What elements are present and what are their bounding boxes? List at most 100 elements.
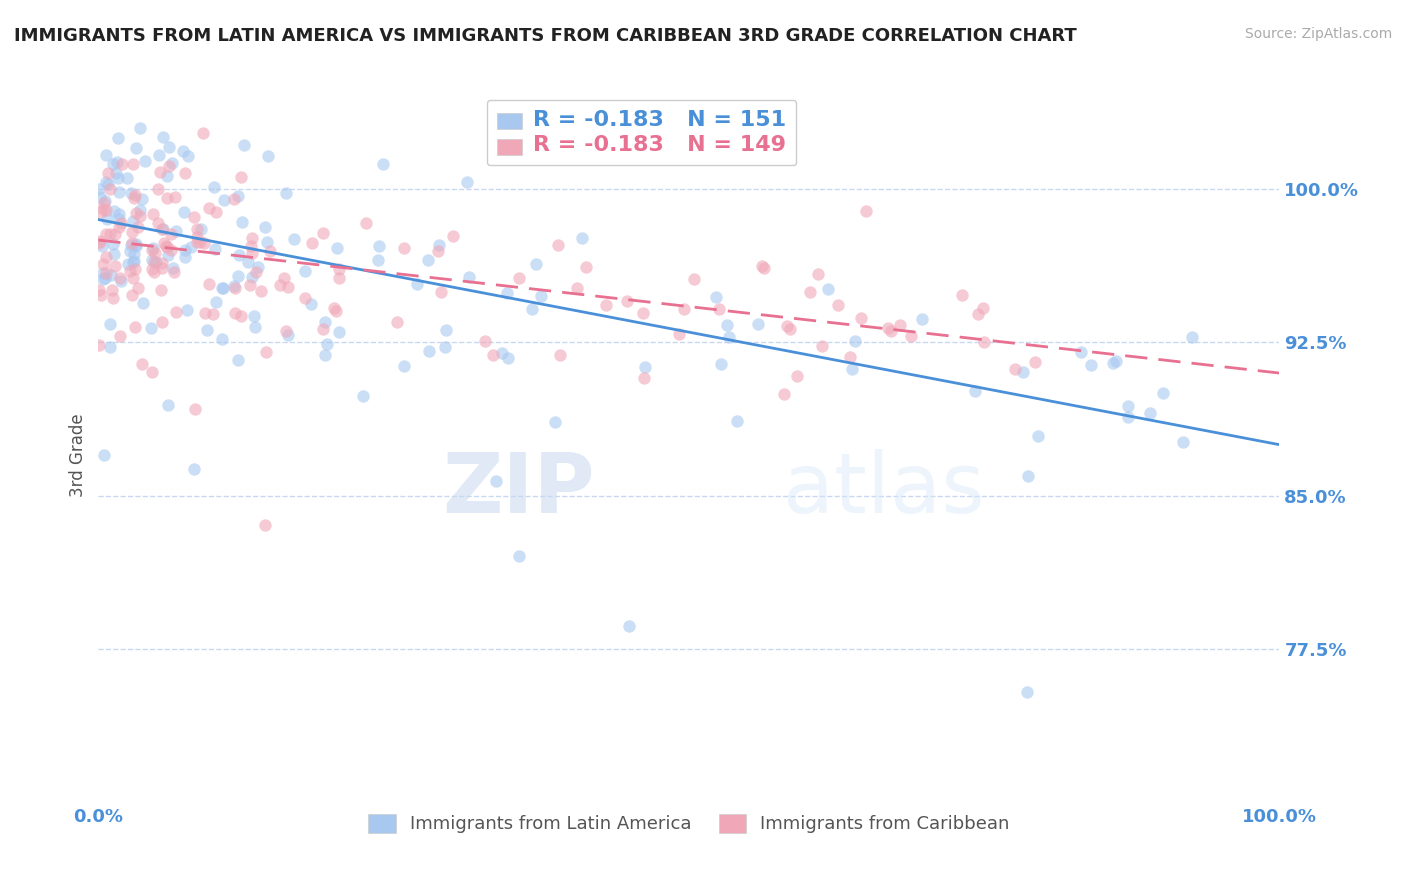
Point bbox=[108, 329, 131, 343]
Point bbox=[367, 253, 389, 268]
Point bbox=[616, 294, 638, 309]
Point bbox=[430, 285, 453, 299]
Point bbox=[193, 126, 215, 140]
Point bbox=[148, 217, 170, 231]
Point bbox=[205, 204, 228, 219]
Point bbox=[441, 229, 464, 244]
Point bbox=[707, 301, 730, 316]
Point bbox=[124, 188, 146, 202]
Point bbox=[328, 261, 350, 276]
Point bbox=[240, 231, 263, 245]
Point bbox=[204, 243, 226, 257]
Point bbox=[752, 260, 775, 275]
Point bbox=[177, 149, 200, 163]
Point bbox=[491, 346, 513, 360]
Point bbox=[190, 221, 212, 235]
Point bbox=[328, 271, 350, 285]
Point bbox=[1004, 361, 1026, 376]
Point bbox=[474, 334, 496, 348]
Point bbox=[186, 235, 208, 250]
Point bbox=[150, 222, 173, 236]
Point bbox=[232, 137, 254, 152]
Point bbox=[751, 259, 773, 273]
Point bbox=[150, 260, 173, 275]
Point bbox=[186, 222, 208, 236]
Point bbox=[183, 211, 205, 225]
Point bbox=[176, 303, 198, 318]
Point bbox=[269, 277, 291, 292]
Point bbox=[786, 369, 808, 384]
Point bbox=[256, 235, 278, 249]
Point bbox=[155, 239, 177, 253]
Point bbox=[314, 315, 336, 329]
Point bbox=[880, 324, 903, 338]
Point bbox=[776, 318, 799, 333]
Point bbox=[142, 207, 165, 221]
Point bbox=[387, 315, 409, 329]
Point bbox=[131, 357, 153, 371]
Point bbox=[967, 307, 990, 321]
Point bbox=[704, 290, 727, 304]
Point bbox=[257, 149, 280, 163]
Point bbox=[91, 257, 114, 271]
Point bbox=[101, 236, 124, 251]
Point bbox=[141, 262, 163, 277]
Point bbox=[236, 255, 259, 269]
Point bbox=[156, 240, 179, 254]
Point bbox=[316, 337, 339, 351]
Point bbox=[146, 182, 169, 196]
Point bbox=[87, 236, 110, 251]
Point bbox=[108, 186, 131, 200]
Point bbox=[121, 214, 143, 228]
Point bbox=[121, 255, 143, 269]
Point bbox=[277, 280, 299, 294]
Point bbox=[104, 227, 127, 241]
Point bbox=[118, 244, 141, 258]
Point bbox=[183, 461, 205, 475]
Point bbox=[129, 202, 152, 217]
Point bbox=[174, 250, 197, 264]
Point bbox=[98, 227, 121, 241]
Point bbox=[89, 235, 111, 249]
Point bbox=[122, 271, 145, 285]
Point bbox=[849, 310, 872, 325]
Point bbox=[242, 309, 264, 323]
Point bbox=[1017, 685, 1039, 699]
Point bbox=[165, 224, 187, 238]
Point bbox=[328, 325, 350, 339]
Point bbox=[107, 170, 129, 185]
Point bbox=[93, 196, 115, 211]
Point bbox=[162, 155, 184, 169]
Point bbox=[838, 350, 860, 364]
Point bbox=[226, 269, 249, 284]
Point bbox=[100, 283, 122, 297]
Point bbox=[156, 191, 179, 205]
Point bbox=[153, 235, 176, 250]
Point bbox=[101, 157, 124, 171]
Point bbox=[93, 449, 115, 463]
Point bbox=[392, 241, 415, 255]
Point bbox=[150, 256, 173, 270]
Point bbox=[1118, 410, 1140, 425]
Point bbox=[110, 270, 132, 285]
Point bbox=[222, 278, 245, 293]
Point bbox=[547, 238, 569, 252]
Point bbox=[188, 235, 211, 249]
Point bbox=[747, 317, 769, 331]
Point bbox=[94, 270, 117, 285]
Point bbox=[963, 384, 986, 398]
Point bbox=[165, 305, 187, 319]
Point bbox=[259, 244, 281, 259]
Point bbox=[141, 365, 163, 379]
Point bbox=[120, 264, 142, 278]
Point bbox=[129, 209, 152, 223]
Point bbox=[122, 247, 145, 261]
Point bbox=[134, 153, 156, 168]
Point bbox=[773, 387, 796, 401]
Point bbox=[710, 358, 733, 372]
Point bbox=[110, 216, 132, 230]
Point bbox=[1024, 355, 1046, 369]
Point bbox=[314, 348, 336, 362]
Point bbox=[617, 618, 640, 632]
Point bbox=[1116, 400, 1139, 414]
